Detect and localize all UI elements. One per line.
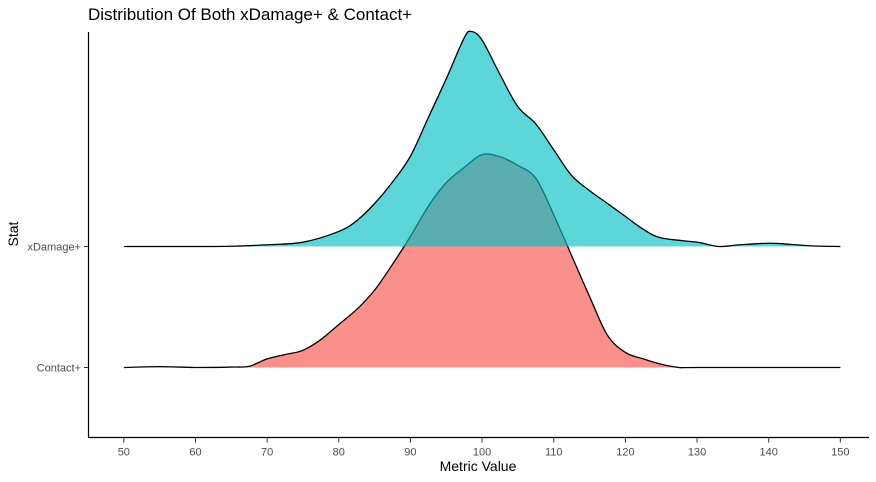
x-tick-label: 130 bbox=[688, 447, 706, 459]
x-tick-label: 50 bbox=[118, 447, 130, 459]
y-axis-title: Stat bbox=[5, 221, 21, 246]
y-axis: Contact+ xDamage+ bbox=[27, 242, 88, 375]
ridges bbox=[123, 30, 841, 369]
x-tick-label: 100 bbox=[473, 447, 491, 459]
y-tick-label-contact: Contact+ bbox=[37, 363, 81, 375]
x-tick-label: 70 bbox=[261, 447, 273, 459]
x-axis: 50 60 70 80 90 100 110 120 130 140 150 bbox=[118, 437, 850, 459]
x-tick-label: 150 bbox=[831, 447, 849, 459]
x-tick-label: 80 bbox=[333, 447, 345, 459]
ridge-area-contact bbox=[123, 153, 841, 368]
x-tick-label: 90 bbox=[404, 447, 416, 459]
chart-title: Distribution Of Both xDamage+ & Contact+ bbox=[88, 5, 412, 24]
x-axis-title: Metric Value bbox=[440, 458, 517, 474]
ridge-line-xdamage bbox=[123, 30, 841, 248]
x-tick-label: 110 bbox=[545, 447, 563, 459]
y-tick-label-xdamage: xDamage+ bbox=[27, 242, 81, 254]
x-tick-label: 140 bbox=[760, 447, 778, 459]
x-tick-label: 60 bbox=[189, 447, 201, 459]
x-tick-label: 120 bbox=[616, 447, 634, 459]
ridge-area-xdamage bbox=[123, 31, 841, 247]
